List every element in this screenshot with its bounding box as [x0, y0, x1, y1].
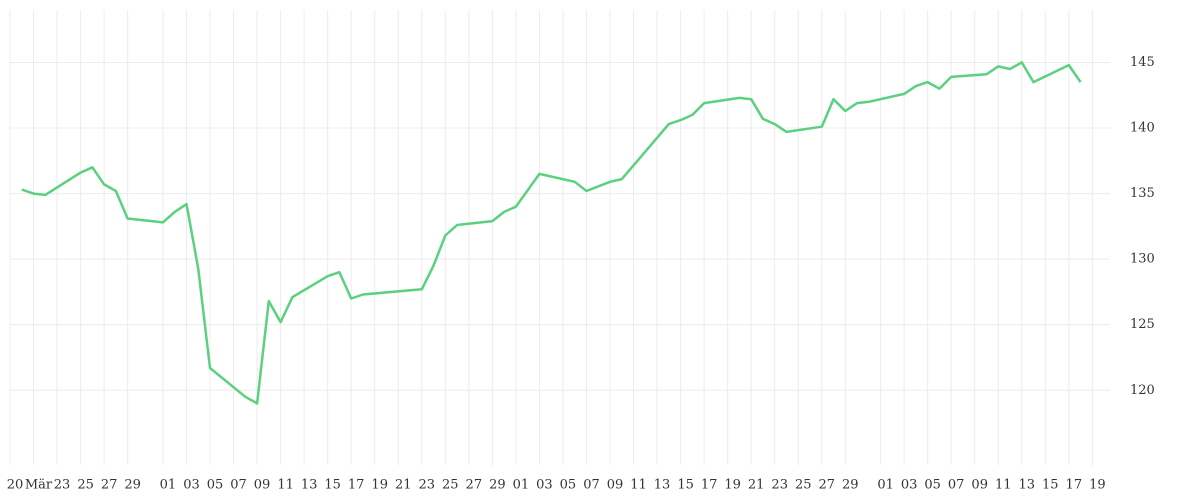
x-tick-label: 15: [1042, 478, 1059, 493]
x-tick-label: 17: [1066, 478, 1083, 493]
x-tick-label: 17: [348, 478, 365, 493]
x-tick-label: Mär: [25, 478, 53, 493]
y-tick-label: 140: [1130, 121, 1155, 136]
x-tick-label: 29: [842, 478, 859, 493]
x-tick-label: 01: [513, 478, 530, 493]
x-tick-label: 27: [818, 478, 835, 493]
x-tick-label: 03: [901, 478, 918, 493]
x-tick-label: 20: [7, 478, 24, 493]
x-tick-label: 19: [724, 478, 741, 493]
x-tick-label: 29: [124, 478, 141, 493]
y-tick-label: 120: [1130, 383, 1155, 398]
x-tick-label: 09: [254, 478, 271, 493]
x-tick-label: 03: [183, 478, 200, 493]
x-tick-label: 13: [654, 478, 671, 493]
x-tick-label: 07: [948, 478, 965, 493]
x-tick-label: 03: [536, 478, 553, 493]
x-tick-label: 21: [395, 478, 412, 493]
x-tick-label: 25: [77, 478, 94, 493]
x-tick-label: 01: [160, 478, 177, 493]
y-tick-label: 145: [1130, 55, 1155, 70]
x-tick-label: 01: [877, 478, 894, 493]
x-tick-label: 13: [1018, 478, 1035, 493]
x-tick-label: 23: [771, 478, 788, 493]
x-tick-label: 25: [795, 478, 812, 493]
x-tick-label: 07: [230, 478, 247, 493]
x-tick-label: 25: [442, 478, 459, 493]
x-tick-label: 05: [924, 478, 941, 493]
x-tick-label: 15: [677, 478, 694, 493]
x-tick-label: 21: [748, 478, 765, 493]
x-tick-label: 23: [418, 478, 435, 493]
x-tick-label: 15: [324, 478, 341, 493]
x-tick-label: 07: [583, 478, 600, 493]
x-tick-label: 11: [630, 478, 647, 493]
x-tick-label: 19: [1089, 478, 1106, 493]
x-tick-label: 09: [971, 478, 988, 493]
x-tick-label: 05: [560, 478, 577, 493]
x-tick-label: 19: [371, 478, 388, 493]
x-tick-label: 05: [207, 478, 224, 493]
x-tick-label: 13: [301, 478, 318, 493]
y-tick-label: 135: [1130, 186, 1155, 201]
x-tick-label: 27: [101, 478, 118, 493]
x-tick-label: 09: [607, 478, 624, 493]
x-tick-label: 17: [701, 478, 718, 493]
y-tick-label: 130: [1130, 252, 1155, 267]
data-line: [21, 61, 1082, 405]
x-tick-label: 11: [995, 478, 1012, 493]
x-tick-label: 27: [466, 478, 483, 493]
x-tick-label: 29: [489, 478, 506, 493]
x-tick-label: 23: [54, 478, 71, 493]
y-tick-label: 125: [1130, 317, 1155, 332]
x-tick-label: 11: [277, 478, 294, 493]
